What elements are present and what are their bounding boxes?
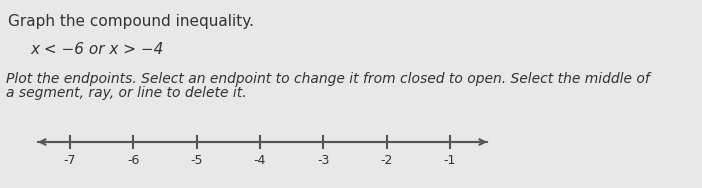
- Text: -2: -2: [380, 154, 393, 167]
- Text: -1: -1: [444, 154, 456, 167]
- Text: Graph the compound inequality.: Graph the compound inequality.: [8, 14, 254, 29]
- Text: Plot the endpoints. Select an endpoint to change it from closed to open. Select : Plot the endpoints. Select an endpoint t…: [6, 72, 650, 86]
- Text: -7: -7: [64, 154, 77, 167]
- Text: -5: -5: [190, 154, 203, 167]
- Text: -6: -6: [127, 154, 140, 167]
- Text: -4: -4: [254, 154, 266, 167]
- Text: -3: -3: [317, 154, 329, 167]
- Text: a segment, ray, or line to delete it.: a segment, ray, or line to delete it.: [6, 86, 246, 100]
- Text: x < −6 or x > −4: x < −6 or x > −4: [30, 42, 164, 57]
